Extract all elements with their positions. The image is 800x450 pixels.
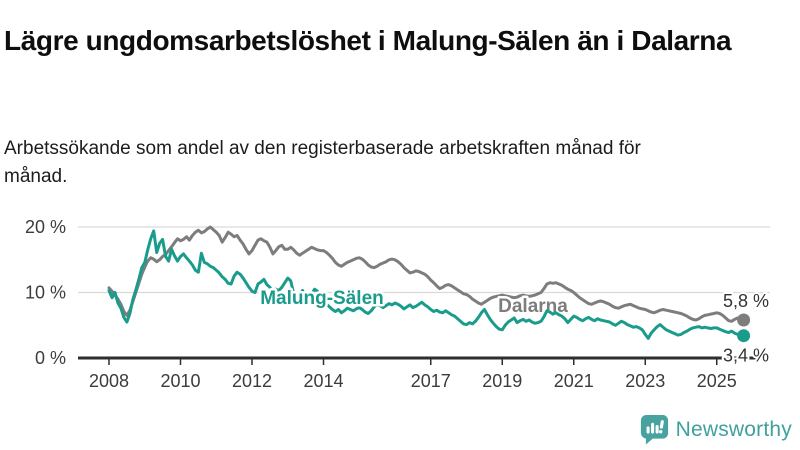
- series-label-malung-salen: Malung-Sälen: [260, 288, 384, 309]
- y-tick-label: 0 %: [35, 348, 66, 368]
- y-tick-label: 20 %: [25, 217, 66, 237]
- chart-subtitle: Arbetssökande som andel av den registerb…: [4, 138, 641, 187]
- x-tick-label: 2010: [160, 371, 200, 391]
- series-line-dalarna: [107, 225, 746, 323]
- x-tick-label: 2025: [697, 371, 737, 391]
- chart-title: Lägre ungdomsarbetslöshet i Malung-Sälen…: [4, 24, 732, 56]
- newsworthy-chart-bubble-icon: [640, 414, 669, 445]
- end-value-label-malung-salen: 3,4 %: [723, 346, 769, 366]
- x-tick-label: 2008: [89, 371, 129, 391]
- end-dot-malung-salen: [737, 329, 751, 343]
- end-value-label-dalarna: 5,8 %: [723, 291, 769, 311]
- newsworthy-logo-text: Newsworthy: [675, 417, 792, 441]
- x-tick-label: 2014: [303, 371, 343, 391]
- y-tick-label: 10 %: [25, 283, 66, 303]
- series-line-malung-salen: [107, 229, 746, 340]
- x-tick-label: 2023: [625, 371, 665, 391]
- newsworthy-logo: Newsworthy: [640, 414, 792, 445]
- x-tick-label: 2019: [482, 371, 522, 391]
- x-tick-label: 2012: [232, 371, 272, 391]
- end-dot-dalarna: [737, 313, 751, 327]
- x-tick-label: 2017: [411, 371, 451, 391]
- x-tick-label: 2021: [554, 371, 594, 391]
